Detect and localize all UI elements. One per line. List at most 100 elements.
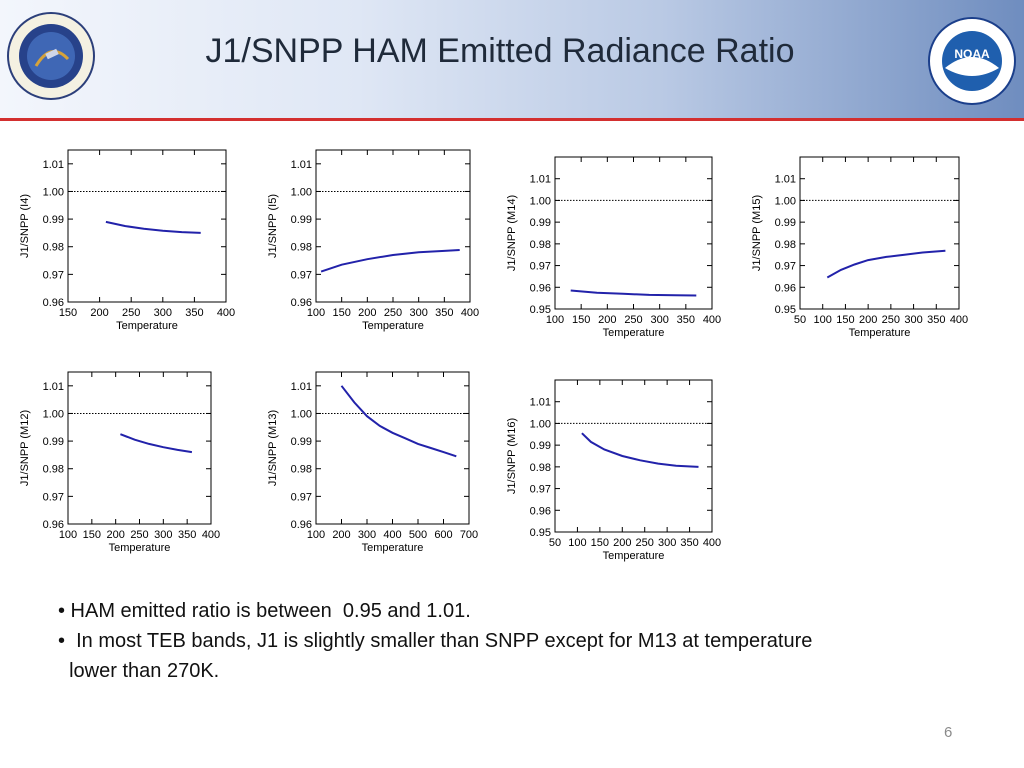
series-line bbox=[120, 433, 193, 454]
y-tick-label: 1.01 bbox=[43, 159, 64, 171]
x-tick-label: 350 bbox=[680, 537, 698, 549]
series-line bbox=[340, 385, 457, 458]
x-axis-label: Temperature bbox=[116, 320, 178, 332]
x-tick-label: 350 bbox=[927, 314, 945, 326]
y-tick-label: 0.98 bbox=[530, 239, 551, 251]
y-tick-label: 0.97 bbox=[291, 269, 312, 281]
y-tick-label: 0.97 bbox=[43, 491, 64, 503]
y-tick-label: 0.96 bbox=[291, 297, 312, 309]
chart-m14: 0.95 0.96 0.97 0.98 0.99 1.00 1.01 100 150 200 250… bbox=[506, 156, 721, 339]
x-tick-label: 400 bbox=[202, 529, 220, 541]
y-tick-label: 0.95 bbox=[530, 527, 551, 539]
plot-frame bbox=[554, 156, 713, 310]
x-tick-label: 350 bbox=[178, 529, 196, 541]
y-tick-label: 0.99 bbox=[43, 436, 64, 448]
x-tick-label: 300 bbox=[904, 314, 922, 326]
x-tick-label: 400 bbox=[950, 314, 968, 326]
x-tick-label: 150 bbox=[836, 314, 854, 326]
x-tick-label: 100 bbox=[546, 314, 564, 326]
series-line bbox=[826, 249, 946, 279]
chart-m13: 0.96 0.97 0.98 0.99 1.00 1.01 100 200 300 400 500 6… bbox=[267, 371, 478, 554]
y-tick-label: 0.99 bbox=[530, 217, 551, 229]
series-line bbox=[105, 220, 201, 234]
y-tick-label: 0.96 bbox=[775, 282, 796, 294]
y-tick-label: 1.00 bbox=[43, 186, 64, 198]
series-line bbox=[570, 289, 697, 297]
y-tick-label: 0.98 bbox=[775, 239, 796, 251]
chart-m12: 0.96 0.97 0.98 0.99 1.00 1.01 100 150 200 250 300 3… bbox=[19, 371, 220, 554]
plot-frame bbox=[67, 371, 212, 525]
series-line bbox=[581, 432, 699, 468]
x-tick-label: 100 bbox=[568, 537, 586, 549]
y-tick-label: 0.96 bbox=[43, 297, 64, 309]
y-tick-label: 1.01 bbox=[530, 174, 551, 186]
x-tick-label: 300 bbox=[658, 537, 676, 549]
header-divider bbox=[0, 118, 1024, 121]
x-tick-label: 200 bbox=[106, 529, 124, 541]
x-tick-label: 300 bbox=[154, 529, 172, 541]
x-tick-label: 500 bbox=[409, 529, 427, 541]
y-tick-label: 0.98 bbox=[291, 242, 312, 254]
x-tick-label: 350 bbox=[677, 314, 695, 326]
y-tick-label: 0.96 bbox=[291, 519, 312, 531]
x-tick-label: 100 bbox=[307, 307, 325, 319]
y-axis-label: J1/SNPP (M12) bbox=[19, 410, 31, 486]
series-line bbox=[320, 249, 460, 273]
noaa-seal-icon: NOAA bbox=[928, 17, 1016, 105]
y-axis-label: J1/SNPP (I4) bbox=[19, 194, 31, 258]
x-tick-label: 250 bbox=[384, 307, 402, 319]
x-tick-label: 250 bbox=[636, 537, 654, 549]
y-tick-label: 0.97 bbox=[530, 484, 551, 496]
y-axis-label: J1/SNPP (M15) bbox=[751, 195, 763, 271]
y-tick-label: 1.00 bbox=[530, 418, 551, 430]
x-axis-label: Temperature bbox=[603, 327, 665, 339]
y-tick-label: 1.00 bbox=[291, 408, 312, 420]
x-tick-label: 200 bbox=[613, 537, 631, 549]
x-axis-label: Temperature bbox=[849, 327, 911, 339]
x-tick-label: 200 bbox=[90, 307, 108, 319]
y-tick-label: 0.98 bbox=[43, 242, 64, 254]
x-tick-label: 50 bbox=[794, 314, 806, 326]
x-tick-label: 100 bbox=[59, 529, 77, 541]
plot-frame bbox=[554, 379, 713, 533]
y-tick-label: 0.97 bbox=[291, 491, 312, 503]
x-tick-label: 200 bbox=[859, 314, 877, 326]
bullet-item: • HAM emitted ratio is between 0.95 and … bbox=[58, 600, 471, 622]
x-tick-label: 600 bbox=[434, 529, 452, 541]
x-tick-label: 250 bbox=[882, 314, 900, 326]
y-tick-label: 0.97 bbox=[775, 261, 796, 273]
x-tick-label: 150 bbox=[83, 529, 101, 541]
x-tick-label: 200 bbox=[332, 529, 350, 541]
x-axis-label: Temperature bbox=[109, 542, 171, 554]
bullet-item: • In most TEB bands, J1 is slightly smal… bbox=[58, 630, 813, 652]
y-tick-label: 1.01 bbox=[43, 381, 64, 393]
bullet-list: • HAM emitted ratio is between 0.95 and … bbox=[58, 596, 978, 686]
x-tick-label: 150 bbox=[572, 314, 590, 326]
y-tick-label: 1.00 bbox=[43, 408, 64, 420]
x-tick-label: 100 bbox=[814, 314, 832, 326]
x-tick-label: 300 bbox=[358, 529, 376, 541]
y-tick-label: 0.99 bbox=[291, 214, 312, 226]
y-axis-label: J1/SNPP (M14) bbox=[506, 195, 518, 271]
plot-frame bbox=[315, 371, 470, 525]
x-tick-label: 350 bbox=[185, 307, 203, 319]
page-number: 6 bbox=[944, 724, 953, 741]
y-tick-label: 1.01 bbox=[291, 159, 312, 171]
bullet-item: lower than 270K. bbox=[58, 660, 220, 682]
page-title: J1/SNPP HAM Emitted Radiance Ratio bbox=[205, 32, 795, 70]
y-tick-label: 0.98 bbox=[530, 462, 551, 474]
header-band bbox=[0, 0, 1024, 118]
y-tick-label: 0.97 bbox=[43, 269, 64, 281]
x-tick-label: 200 bbox=[358, 307, 376, 319]
x-tick-label: 400 bbox=[703, 537, 721, 549]
x-tick-label: 400 bbox=[383, 529, 401, 541]
x-tick-label: 200 bbox=[598, 314, 616, 326]
x-tick-label: 400 bbox=[217, 307, 235, 319]
x-tick-label: 350 bbox=[435, 307, 453, 319]
x-tick-label: 150 bbox=[59, 307, 77, 319]
y-tick-label: 0.99 bbox=[43, 214, 64, 226]
x-tick-label: 250 bbox=[624, 314, 642, 326]
x-axis-label: Temperature bbox=[603, 550, 665, 562]
x-tick-label: 300 bbox=[409, 307, 427, 319]
chart-i4: 0.96 0.97 0.98 0.99 1.00 1.01 150 200 250 300 350 4… bbox=[19, 149, 235, 332]
